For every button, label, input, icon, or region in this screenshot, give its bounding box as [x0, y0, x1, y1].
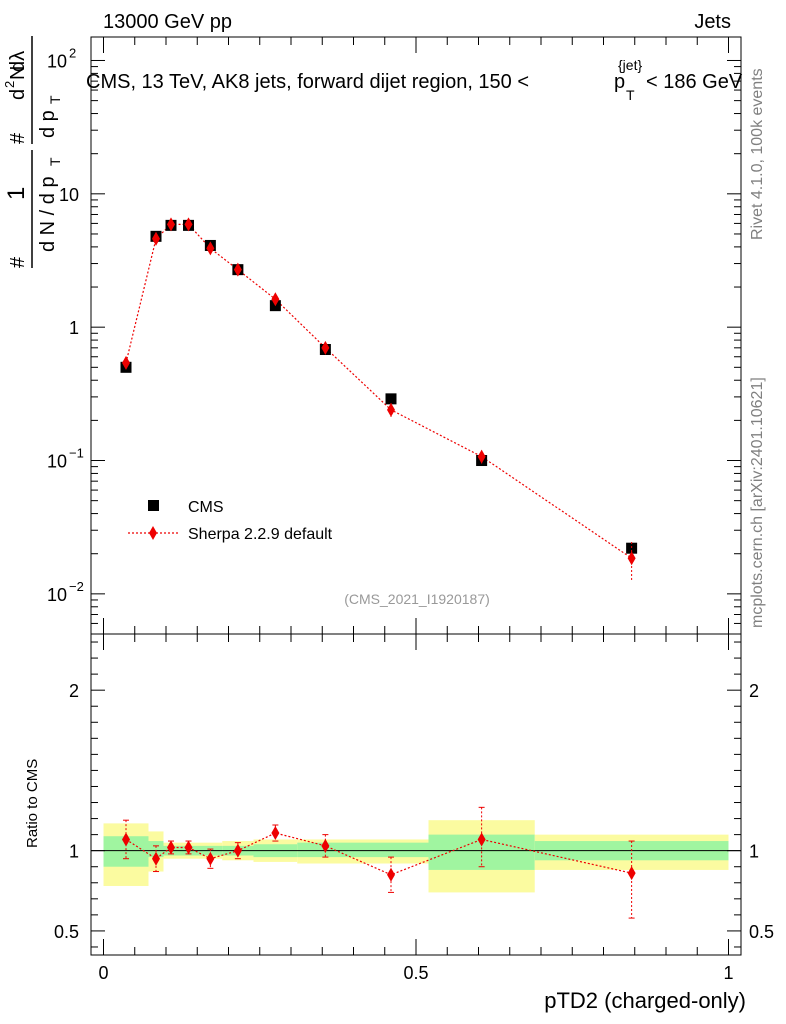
ratio-y-tick-label-left: 1	[69, 842, 79, 862]
y-label-numerator-sup: 2	[2, 81, 17, 88]
energy-label: 13000 GeV pp	[103, 11, 232, 33]
y-label-numerator-dpt: d p	[37, 110, 59, 138]
mc-data-point	[122, 355, 130, 370]
y-label-denominator-sub: T	[47, 157, 63, 166]
ratio-data-point	[122, 832, 130, 847]
ratio-band-stat	[353, 842, 429, 858]
plot-title-main: CMS, 13 TeV, AK8 jets, forward dijet reg…	[86, 71, 529, 93]
mc-data-point	[321, 340, 330, 355]
ratio-uncertainty-bands	[103, 820, 729, 893]
ratio-data	[122, 806, 636, 919]
mc-data-point	[184, 217, 193, 232]
mc-data-point	[627, 551, 636, 566]
main-panel-frame	[90, 36, 742, 635]
legend-marker-cms	[148, 500, 159, 511]
y-label-hash-top: #	[7, 256, 29, 268]
main-y-tick-label-base: 10	[47, 452, 67, 472]
main-y-tick-label-exp: −1	[69, 446, 84, 461]
legend: CMS Sherpa 2.2.9 default	[128, 499, 333, 543]
mc-data-point	[477, 449, 486, 464]
main-y-tick-label: 10	[59, 185, 79, 205]
ratio-data-point	[271, 826, 280, 841]
mc-data-point	[206, 241, 215, 256]
ratio-panel: 0 0.5 12 21 10.5 0.5	[54, 37, 774, 983]
mc-data-point	[167, 217, 175, 232]
process-label: Jets	[694, 11, 731, 33]
legend-label-cms: CMS	[188, 499, 224, 516]
main-y-tick-label-base: 10	[47, 585, 67, 605]
mc-data-point	[387, 402, 395, 417]
ratio-data-point	[477, 832, 486, 847]
ratio-data-point	[321, 838, 330, 853]
ratio-y-tick-label-left: 2	[69, 681, 79, 701]
ratio-y-axis-label: Ratio to CMS	[24, 759, 41, 848]
ratio-data-point	[167, 840, 175, 855]
rivet-version-label: Rivet 4.1.0, 100k events	[749, 68, 766, 240]
y-label-denominator: d N / d p	[37, 176, 59, 252]
main-y-tick-label-exp: 2	[69, 45, 76, 60]
legend-marker-mc	[149, 526, 157, 540]
plot-title-sub: T	[626, 87, 635, 103]
legend-label-mc: Sherpa 2.2.9 default	[188, 526, 333, 543]
y-label-hash-bottom: #	[7, 132, 29, 144]
ratio-band-stat	[148, 841, 164, 858]
main-y-axis-label: # 1 d N / d p T # d 2 N d p T dλ	[2, 36, 63, 268]
y-label-numerator-dlambda: dλ	[7, 51, 29, 72]
cms-data-point	[385, 393, 397, 405]
ratio-data-point	[152, 851, 160, 866]
plot-title-p: p	[614, 71, 625, 93]
ratio-data-point	[206, 851, 215, 866]
cms-data-point	[626, 542, 638, 554]
ratio-panel-frame	[90, 633, 742, 956]
mc-data-point	[271, 292, 280, 307]
y-label-numerator-dpt-sub: T	[47, 95, 63, 104]
main-y-tick-label-base: 10	[47, 51, 67, 71]
ratio-data-point	[184, 840, 193, 855]
plot-title: CMS, 13 TeV, AK8 jets, forward dijet reg…	[86, 57, 743, 103]
ratio-y-tick-label-right: 0.5	[749, 922, 774, 942]
x-tick-label: 0	[98, 963, 108, 983]
ratio-data-point	[627, 866, 636, 881]
x-ticks: 0 0.5 1	[98, 37, 734, 983]
x-tick-label: 1	[723, 963, 733, 983]
y-label-numerator-d: d	[7, 89, 29, 100]
y-label-numerator-N: N	[7, 66, 29, 80]
x-axis-label: pTD2 (charged-only)	[544, 988, 746, 1013]
mc-data-point	[152, 231, 160, 246]
main-y-ticks	[91, 59, 741, 635]
ratio-y-tick-label-right: 1	[749, 842, 759, 862]
ratio-y-ticks: 2 2 1 1 0.5 0.5	[54, 641, 774, 948]
analysis-id-label: (CMS_2021_I1920187)	[344, 591, 490, 607]
ratio-y-tick-label-left: 0.5	[54, 922, 79, 942]
ratio-data-point	[387, 867, 395, 882]
main-y-tick-label: 1	[69, 318, 79, 338]
ratio-data-point	[233, 843, 242, 858]
mcplots-label: mcplots.cern.ch [arXiv:2401.10621]	[749, 377, 766, 628]
ratio-y-tick-label-right: 2	[749, 681, 759, 701]
main-data	[120, 217, 638, 581]
mc-data-point	[233, 262, 242, 277]
plot-title-sup: {jet}	[618, 57, 642, 73]
main-y-tick-label-exp: −2	[69, 579, 84, 594]
plot-title-tail: < 186 GeV	[646, 71, 743, 93]
x-tick-label: 0.5	[403, 963, 428, 983]
y-label-one: 1	[3, 187, 30, 200]
